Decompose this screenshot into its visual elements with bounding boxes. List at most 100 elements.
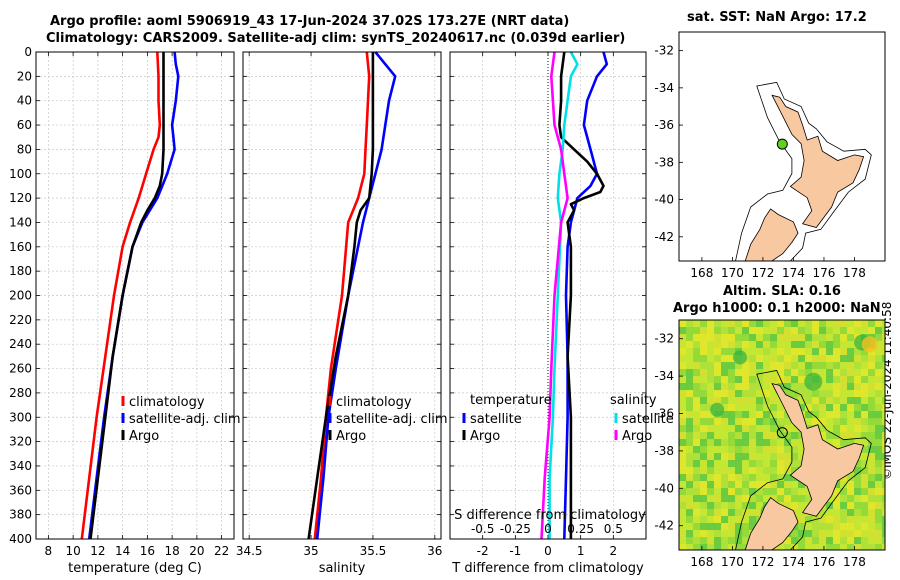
- profile-location-marker: [776, 427, 788, 439]
- sla-cell: [770, 439, 778, 447]
- sla-cell: [784, 446, 792, 454]
- sla-cell: [882, 474, 885, 482]
- sla-cell: [791, 446, 799, 454]
- sla-cell: [868, 320, 876, 328]
- sla-cell: [791, 425, 799, 433]
- sla-cell: [854, 467, 862, 475]
- sla-cell: [784, 432, 792, 440]
- sla-cell: [868, 355, 876, 363]
- sla-cell: [679, 334, 687, 342]
- sla-cell: [749, 320, 757, 328]
- sla-cell: [763, 404, 771, 412]
- sla-cell: [819, 348, 827, 356]
- sla-cell: [854, 523, 862, 531]
- sla-cell: [679, 376, 687, 384]
- sla-cell: [819, 544, 827, 550]
- sla-cell: [840, 390, 848, 398]
- legend-label: satellite: [470, 412, 522, 427]
- sla-cell: [882, 530, 885, 538]
- sla-cell: [875, 432, 883, 440]
- sla-cell: [882, 544, 885, 550]
- sla-cell: [840, 488, 848, 496]
- sla-cell: [735, 453, 743, 461]
- sla-cell: [840, 348, 848, 356]
- sla-cell: [861, 453, 869, 461]
- lat-tick-label: -34: [654, 81, 674, 95]
- sla-cell: [833, 376, 841, 384]
- sla-cell: [812, 341, 820, 349]
- sla-cell: [875, 320, 883, 328]
- sla-cell: [812, 530, 820, 538]
- sla-cell: [840, 320, 848, 328]
- sla-cell: [826, 537, 834, 545]
- sla-cell: [840, 439, 848, 447]
- sla-cell: [756, 439, 764, 447]
- sla-cell: [777, 544, 785, 550]
- sla-cell: [784, 369, 792, 377]
- sla-cell: [693, 327, 701, 335]
- sla-cell: [833, 411, 841, 419]
- sla-cell: [854, 495, 862, 503]
- sla-cell: [714, 495, 722, 503]
- sla-cell: [882, 460, 885, 468]
- sla-cell: [707, 453, 715, 461]
- bathymetry-contour: [735, 81, 872, 261]
- sla-cell: [854, 544, 862, 550]
- sla-cell: [700, 495, 708, 503]
- sla-cell: [875, 495, 883, 503]
- sla-cell: [728, 418, 736, 426]
- sla-cell: [826, 516, 834, 524]
- sla-cell: [714, 397, 722, 405]
- sla-cell: [882, 488, 885, 496]
- sla-cell: [679, 488, 687, 496]
- sla-cell: [686, 334, 694, 342]
- sla-cell: [826, 509, 834, 517]
- sla-cell: [763, 355, 771, 363]
- sla-cell: [798, 537, 806, 545]
- sla-cell: [777, 488, 785, 496]
- sla-cell: [840, 411, 848, 419]
- sla-cell: [812, 418, 820, 426]
- sla-cell: [686, 530, 694, 538]
- sla-cell: [854, 530, 862, 538]
- sla-cell: [686, 460, 694, 468]
- sla-cell: [791, 369, 799, 377]
- sla-cell: [868, 460, 876, 468]
- lon-tick-label: 178: [843, 266, 866, 280]
- sla-cell: [693, 488, 701, 496]
- sla-cell: [693, 502, 701, 510]
- sla-cell: [756, 432, 764, 440]
- sla-cell: [875, 439, 883, 447]
- sla-cell: [875, 341, 883, 349]
- y-tick-label: 400: [9, 532, 32, 546]
- sla-cell: [714, 537, 722, 545]
- sla-cell: [756, 425, 764, 433]
- sla-cell: [784, 544, 792, 550]
- x-tick-label: 14: [115, 544, 130, 558]
- sla-cell: [861, 439, 869, 447]
- sla-cell: [707, 348, 715, 356]
- sla-cell: [728, 516, 736, 524]
- sla-cell: [728, 509, 736, 517]
- y-tick-label: 100: [9, 167, 32, 181]
- sla-cell: [840, 530, 848, 538]
- map-frame: [678, 319, 886, 551]
- sla-cell: [707, 467, 715, 475]
- sla-cell: [714, 474, 722, 482]
- sla-cell: [700, 369, 708, 377]
- sla-cell: [728, 327, 736, 335]
- sla-cell: [686, 397, 694, 405]
- sla-cell: [812, 397, 820, 405]
- sla-cell: [749, 474, 757, 482]
- sla-cell: [735, 411, 743, 419]
- sla-cell: [791, 537, 799, 545]
- sla-cell: [763, 453, 771, 461]
- sla-cell: [749, 425, 757, 433]
- sla-cell: [679, 362, 687, 370]
- legend-title-salinity: salinity: [610, 393, 657, 408]
- sla-cell: [847, 397, 855, 405]
- sla-cell: [840, 523, 848, 531]
- x-tick-label: 0: [544, 544, 552, 558]
- sla-cell: [700, 348, 708, 356]
- sla-cell: [693, 495, 701, 503]
